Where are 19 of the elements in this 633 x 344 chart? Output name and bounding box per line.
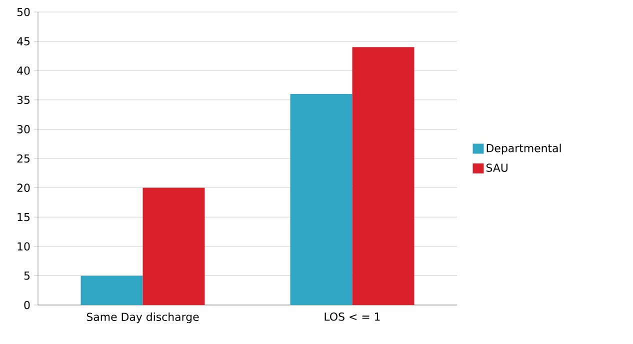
bar xyxy=(352,47,414,305)
y-tick-label: 50 xyxy=(17,8,30,16)
y-tick-label: 15 xyxy=(18,213,30,222)
x-tick-label: Same Day discharge xyxy=(86,312,199,324)
legend-label: Departmental xyxy=(486,144,561,154)
y-tick-label: 10 xyxy=(18,242,30,251)
y-tick-label: 40 xyxy=(17,66,30,75)
y-tick-label: 35 xyxy=(17,96,30,104)
y-tick-label: 25 xyxy=(17,154,30,163)
y-tick-label: 0 xyxy=(24,300,30,310)
y-tick-label: 5 xyxy=(24,272,30,280)
y-tick-label: 45 xyxy=(17,37,30,46)
legend-label: SAU xyxy=(486,164,508,172)
bar xyxy=(142,188,205,305)
x-tick-label: LOS < = 1 xyxy=(324,312,380,321)
bar xyxy=(80,276,143,305)
y-tick-label: 30 xyxy=(17,125,30,134)
y-tick-label: 20 xyxy=(17,184,30,192)
bar xyxy=(290,94,352,305)
